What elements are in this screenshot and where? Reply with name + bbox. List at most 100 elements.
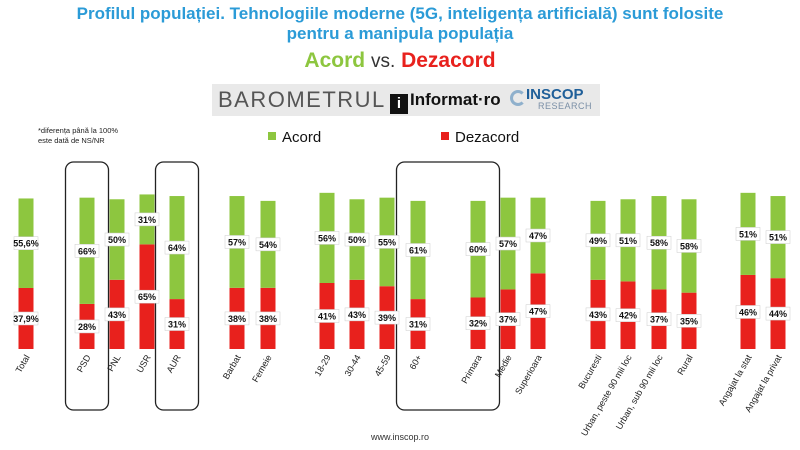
category-tick-label: PSD <box>75 353 93 374</box>
data-label-acord-bg <box>465 242 491 256</box>
category-tick-label: Total <box>14 353 32 374</box>
data-label-acord-bg <box>765 230 791 244</box>
data-label-dezacord-bg <box>765 306 791 321</box>
data-label-acord-bg <box>735 227 761 241</box>
data-label-dezacord-bg <box>646 312 672 326</box>
data-label-acord-bg <box>255 237 281 252</box>
nsnr-note: *diferența până la 100% este dată de NS/… <box>38 126 168 146</box>
data-label-dezacord: 37,9% <box>13 314 39 324</box>
data-label-acord-bg <box>344 232 370 247</box>
data-label-acord-bg <box>615 233 641 248</box>
data-label-acord-bg <box>224 235 250 249</box>
data-label-acord-bg <box>676 239 702 253</box>
data-label-acord: 55% <box>378 237 396 247</box>
category-tick-label: Primara <box>459 353 483 385</box>
data-label-dezacord-bg <box>615 308 641 322</box>
data-label-acord-bg <box>495 236 521 251</box>
data-label-dezacord: 28% <box>78 322 96 332</box>
data-label-dezacord-bg <box>255 311 281 326</box>
data-label-dezacord-bg <box>676 314 702 328</box>
data-label-acord: 55,6% <box>13 239 39 249</box>
category-tick-label: Rural <box>675 353 694 377</box>
chart-title-line1: Profilul populației. Tehnologiile modern… <box>76 4 724 23</box>
data-label-dezacord-bg <box>525 304 551 318</box>
legend-acord-swatch <box>268 132 276 140</box>
informat-logo-text: Informat·ro <box>410 90 501 109</box>
legend-dezacord-label: Dezacord <box>455 129 520 146</box>
dezacord-word: Dezacord <box>401 49 496 72</box>
data-label-dezacord-bg <box>104 307 130 322</box>
inscop-logo-text: INSCOP <box>526 86 584 103</box>
data-label-acord: 51% <box>619 236 637 246</box>
data-label-acord: 51% <box>739 229 757 239</box>
data-label-acord: 57% <box>499 239 517 249</box>
legend-dezacord-swatch <box>441 132 449 140</box>
acord-word: Acord <box>304 49 366 72</box>
data-label-dezacord: 31% <box>409 320 427 330</box>
data-label-dezacord-bg <box>134 289 160 304</box>
data-label-dezacord: 43% <box>348 310 366 320</box>
data-label-dezacord: 31% <box>168 320 186 330</box>
data-label-dezacord: 42% <box>619 311 637 321</box>
data-label-acord-bg <box>405 243 431 257</box>
chart-title-line2: pentru a manipula populația <box>286 24 514 43</box>
data-label-acord: 49% <box>589 236 607 246</box>
data-label-dezacord-bg <box>164 317 190 331</box>
data-label-acord: 31% <box>138 215 156 225</box>
data-label-dezacord: 35% <box>680 316 698 326</box>
data-label-acord: 50% <box>348 235 366 245</box>
acord-vs-dezacord-heading: Acord vs. Dezacord <box>0 48 800 75</box>
data-label-acord: 56% <box>318 233 336 243</box>
data-label-acord: 60% <box>469 245 487 255</box>
category-tick-label: AUR <box>165 353 183 375</box>
category-tick-label: USR <box>135 353 153 375</box>
barometrul-logo: BAROMETRUL <box>218 87 386 112</box>
highlight-box <box>154 161 200 411</box>
category-tick-label: 60+ <box>407 353 423 371</box>
data-label-dezacord: 43% <box>589 310 607 320</box>
data-label-dezacord-bg <box>314 309 340 323</box>
data-label-dezacord: 32% <box>469 319 487 329</box>
highlight-box <box>395 161 501 411</box>
category-tick-label: Medie <box>493 353 514 379</box>
data-label-acord-bg <box>585 233 611 248</box>
data-label-dezacord: 37% <box>650 315 668 325</box>
category-tick-label: Superioara <box>513 353 544 396</box>
footer-url: www.inscop.ro <box>370 432 430 442</box>
data-label-acord: 54% <box>259 240 277 250</box>
data-label-acord-bg <box>525 228 551 243</box>
inscop-research-text: RESEARCH <box>538 101 593 111</box>
informat-i-icon: i <box>390 94 408 114</box>
data-label-dezacord: 43% <box>108 310 126 320</box>
legend-acord-label: Acord <box>282 129 322 146</box>
data-label-acord-bg <box>374 235 400 249</box>
data-label-dezacord-bg <box>405 317 431 331</box>
data-label-acord-bg <box>13 236 39 250</box>
category-tick-label: 30-44 <box>343 353 363 378</box>
data-label-dezacord-bg <box>585 307 611 322</box>
data-label-dezacord-bg <box>74 319 100 334</box>
data-label-dezacord: 44% <box>769 309 787 319</box>
data-label-acord-bg <box>314 231 340 245</box>
data-label-acord: 66% <box>78 246 96 256</box>
inscop-swirl-icon <box>510 90 526 106</box>
data-label-dezacord: 38% <box>228 314 246 324</box>
data-label-acord: 50% <box>108 235 126 245</box>
data-label-acord: 58% <box>680 241 698 251</box>
data-label-acord-bg <box>74 244 100 258</box>
category-tick-label: 18-29 <box>313 353 333 378</box>
data-label-dezacord-bg <box>495 312 521 326</box>
note-line2: este dată de NS/NR <box>38 136 105 145</box>
data-label-dezacord-bg <box>374 310 400 325</box>
legend-acord: Acord <box>268 129 321 147</box>
data-label-acord-bg <box>646 235 672 250</box>
data-label-dezacord-bg <box>13 311 39 326</box>
data-label-acord: 47% <box>529 231 547 241</box>
vs-word: vs. <box>370 51 396 72</box>
highlight-box <box>64 161 110 411</box>
data-label-acord-bg <box>134 212 160 227</box>
category-tick-label: Femeie <box>250 353 274 384</box>
data-label-dezacord-bg <box>735 305 761 319</box>
category-tick-label: 45-59 <box>373 353 393 378</box>
